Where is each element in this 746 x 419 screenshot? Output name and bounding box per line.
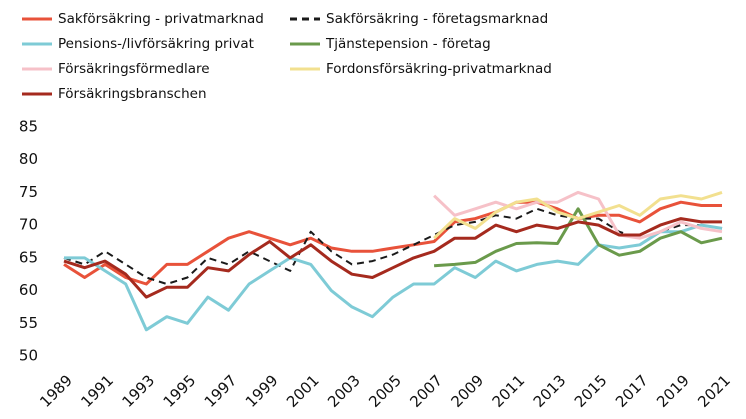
y-tick-label: 60 — [19, 281, 38, 299]
legend-label: Sakförsäkring - företagsmarknad — [326, 11, 548, 27]
x-tick-label: 2015 — [571, 371, 611, 411]
x-tick-label: 2013 — [530, 371, 570, 411]
y-tick-label: 50 — [19, 347, 38, 365]
x-tick-label: 2007 — [406, 371, 446, 411]
x-tick-label: 2009 — [448, 371, 488, 411]
x-tick-label: 2021 — [694, 371, 734, 411]
y-tick-label: 65 — [19, 248, 38, 266]
series-line — [434, 207, 723, 268]
legend-label: Försäkringsbranschen — [58, 86, 207, 102]
y-tick-label: 55 — [19, 314, 38, 332]
legend-label: Försäkringsförmedlare — [58, 61, 210, 77]
x-tick-label: 1989 — [36, 371, 76, 411]
x-tick-label: 1999 — [242, 371, 282, 411]
y-tick-label: 80 — [19, 150, 38, 168]
x-tick-label: 1997 — [201, 371, 241, 411]
x-tick-label: 2019 — [653, 371, 693, 411]
x-tick-label: 2001 — [283, 371, 323, 411]
x-tick-label: 1993 — [119, 371, 159, 411]
x-tick-label: 1991 — [77, 371, 117, 411]
legend-label: Tjänstepension - företag — [325, 36, 491, 52]
series-line — [63, 200, 722, 286]
x-tick-label: 2017 — [612, 371, 652, 411]
x-tick-label: 2011 — [489, 371, 529, 411]
x-tick-label: 1995 — [160, 371, 200, 411]
series-line — [63, 217, 722, 299]
x-tick-label: 2005 — [365, 371, 405, 411]
y-tick-label: 85 — [19, 118, 38, 136]
series-line — [433, 190, 723, 240]
legend-label: Sakförsäkring - privatmarknad — [58, 11, 264, 27]
series-line — [433, 190, 723, 240]
y-tick-label: 75 — [19, 183, 38, 201]
legend-label: Pensions-/livförsäkring privat — [58, 36, 254, 52]
legend-label: Fordonsförsäkring-privatmarknad — [326, 61, 552, 77]
series-line — [64, 223, 723, 332]
series-line — [63, 207, 723, 285]
y-tick-label: 70 — [19, 216, 38, 234]
x-tick-label: 2003 — [324, 371, 364, 411]
